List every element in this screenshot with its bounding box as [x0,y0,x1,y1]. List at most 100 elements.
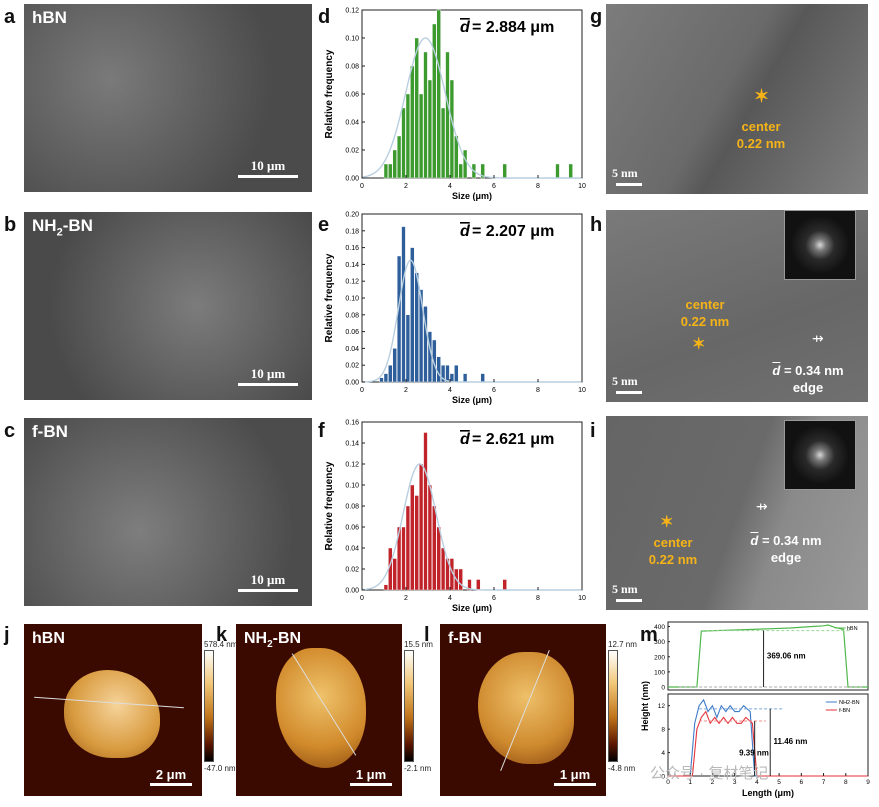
histogram-bar [440,364,446,383]
y-tick-label: 0.14 [345,262,359,269]
mean-value: = 2.207 μm [472,223,554,240]
y-tick-label: 0.20 [345,212,359,219]
edge-value: = 0.34 nm [761,533,822,548]
afm-image-hbn: hBN 2 μm [24,624,202,796]
edge-label: edge [770,550,802,565]
profile-line-hbn [668,624,868,688]
gaussian-fit-curve [361,463,582,591]
histogram-bar [449,373,454,383]
watermark: 公众号 · 复材笔记 [650,765,769,782]
scale-label: 2 μm [155,767,187,782]
panel-letter-i: i [590,420,596,442]
color-scale-bar [204,650,214,762]
center-value: 0.22 nm [736,136,786,151]
panel-letter-g: g [590,6,603,28]
histogram-bar [401,107,406,179]
edge-annotation: d = 0.34 nm edge [762,362,854,396]
histogram-bar [414,495,419,591]
x-tick-label: 2 [404,387,408,394]
x-tick-label: 4 [448,387,452,394]
histogram-bar [462,373,468,383]
histogram-bar [432,505,437,591]
histogram-bar [440,107,446,179]
y-tick-label: 400 [654,624,665,631]
sem-image-hbn: hBN 10 μm [24,4,312,192]
x-tick-label: 10 [578,183,586,190]
fft-inset [784,420,856,490]
histogram-bar [568,163,573,179]
x-tick-label: 6 [492,387,496,394]
center-label: center [741,119,781,134]
histogram-bar [458,163,463,179]
histogram-bar [423,51,428,179]
histogram-e: 0 2 4 6 8 10 0.00 0.02 0.04 0.06 0.08 0.10 0.12 0.14 0… [324,212,586,406]
legend-label: NH2-BN [839,700,860,706]
afm-image-nh2bn: NH2-BN 1 μm [236,624,402,796]
histogram-bar [396,135,402,179]
lattice-marker: ✶ [692,336,706,353]
color-scale-bar [608,650,618,762]
tem-image-i: ✶ center 0.22 nm ⇸ d = 0.34 nm edge 5 nm [606,416,868,610]
panel-letter-j: j [4,624,10,646]
panel-letter-d: d [318,6,331,28]
gaussian-fit-curve [361,37,582,179]
histogram-bar [427,484,432,591]
y-tick-label: 0.10 [345,296,359,303]
y-tick-label: 0.14 [345,441,359,448]
lattice-marker: ✶ [660,514,674,531]
scale-label: 5 nm [612,166,638,180]
color-scale-min: -4.8 nm [608,764,636,773]
scale-label: 10 μm [250,158,286,173]
edge-value: = 0.34 nm [783,363,844,378]
y-tick-label: 0.02 [345,363,359,370]
y-tick-label: 0 [661,684,665,691]
x-axis-label: Size (μm) [452,603,492,613]
x-tick-label: 0 [666,779,670,786]
y-tick-label: 100 [654,669,665,676]
y-tick-label: 0.00 [345,380,359,387]
histogram-bar [418,463,424,591]
sample-label: hBN [32,8,67,27]
edge-label: edge [792,380,824,395]
x-axis-label: Size (μm) [452,191,492,201]
y-tick-label: 300 [654,639,665,646]
histogram-bar [445,364,450,383]
y-tick-label: 0.08 [345,504,359,511]
histogram-bar [427,79,432,179]
edge-annotation: d = 0.34 nm edge [740,532,832,566]
height-annotation: 9.39 nm [739,749,769,758]
panel-letter-f: f [318,420,325,442]
histogram-bar [436,526,441,591]
panel-letter-l: l [424,624,430,646]
panel-letter-c: c [4,420,16,442]
y-tick-label: 0.10 [345,483,359,490]
histogram-bar [445,51,450,179]
legend-label: f-BN [839,708,850,714]
panel-letter-e: e [318,214,330,236]
x-axis-label: Size (μm) [452,395,492,405]
center-value: 0.22 nm [648,552,698,567]
y-axis-label: Relative frequency [324,253,335,342]
x-tick-label: 5 [777,779,781,786]
mean-value: = 2.621 μm [472,431,554,448]
color-scale-max: 15.5 nm [404,640,433,649]
scale-bar [616,391,642,394]
lattice-marker: ✶ [754,86,770,106]
x-tick-label: 9 [866,779,870,786]
panel-letter-b: b [4,214,17,236]
y-tick-label: 0.12 [345,462,359,469]
center-annotation: center 0.22 nm [728,118,794,152]
y-tick-label: 0.00 [345,588,359,595]
y-tick-label: 0.02 [345,567,359,574]
center-value: 0.22 nm [680,314,730,329]
panel-letter-k: k [216,624,228,646]
histogram-bar [480,163,485,179]
histogram-bar [454,364,459,383]
scale-bar [238,175,298,178]
histogram-bar [401,526,406,591]
color-scale-min: -2.1 nm [404,764,432,773]
histogram-bar [467,579,472,591]
histogram-bar [388,163,393,179]
x-tick-label: 0 [360,595,364,602]
